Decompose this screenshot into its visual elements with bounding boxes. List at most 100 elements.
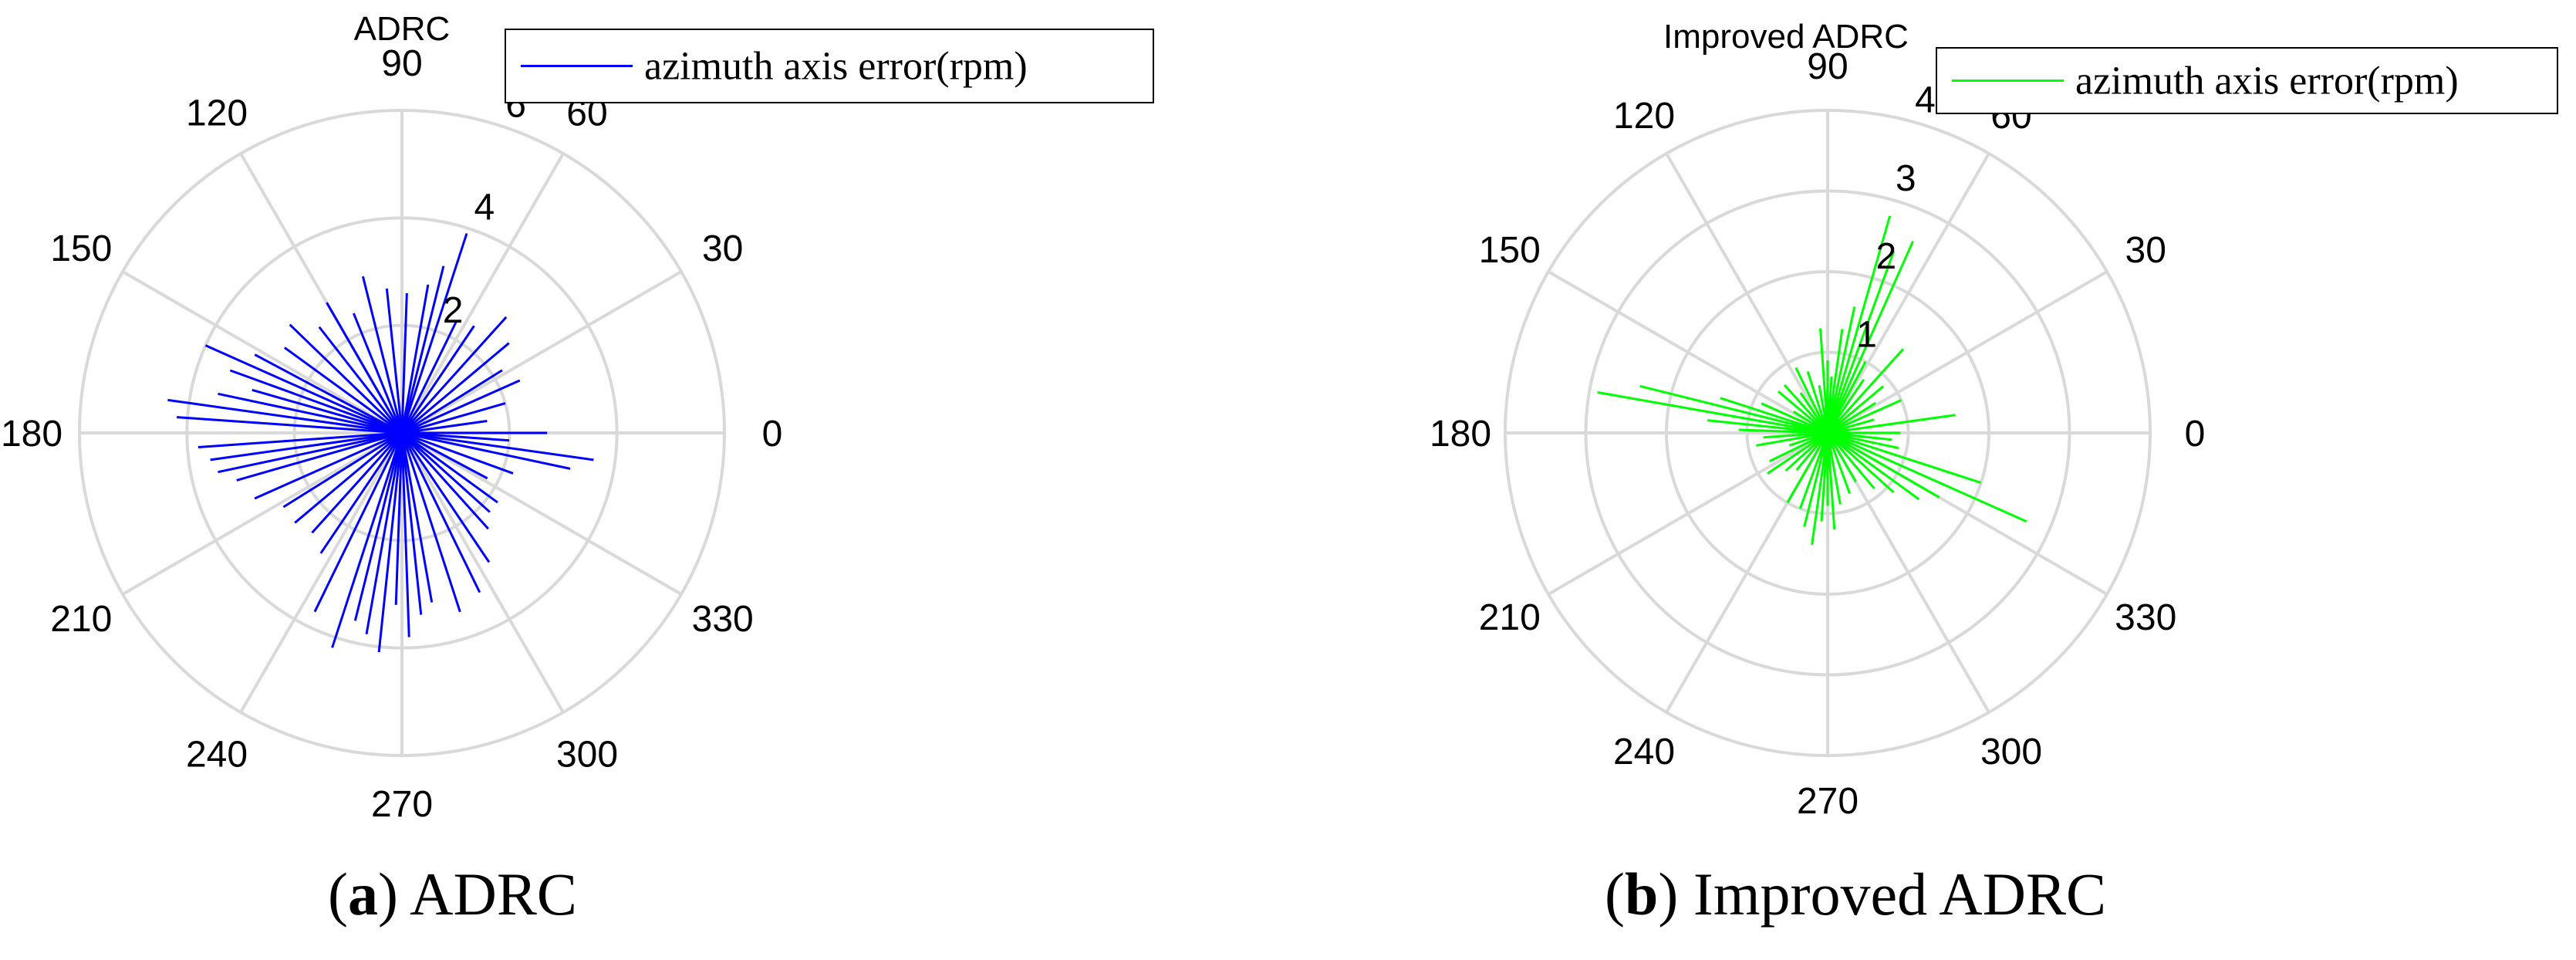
data-spike: [1827, 431, 1940, 499]
data-spike: [1827, 431, 1899, 450]
caption-letter: a: [348, 860, 378, 928]
data-spike: [401, 431, 498, 504]
angle-tick-label: 210: [1479, 597, 1541, 638]
data-spike: [400, 325, 475, 434]
data-spike: [1826, 250, 1896, 434]
data-spike: [283, 346, 403, 434]
data-spike: [1720, 397, 1828, 434]
data-spike: [319, 432, 403, 554]
angle-tick-label: 330: [692, 599, 754, 640]
data-spike: [1827, 431, 1892, 441]
radial-tick-label: 4: [474, 188, 495, 228]
data-spike: [401, 431, 514, 475]
angular-grid-line: [1548, 270, 1828, 434]
data-spike: [400, 292, 408, 434]
angle-tick-label: 180: [1, 414, 62, 455]
plot-title: ADRC: [354, 10, 451, 48]
subfigure-caption: (a) ADRC: [328, 860, 577, 928]
data-spike: [210, 431, 403, 461]
data-spike: [254, 431, 403, 500]
data-spike: [400, 284, 430, 434]
data-spike: [1827, 385, 1885, 434]
angle-tick-label: 270: [371, 784, 433, 825]
angle-tick-label: 180: [1430, 414, 1491, 455]
series-azimuth-axis-error: [167, 233, 594, 653]
data-spike: [1739, 428, 1828, 434]
angular-grid-line: [1665, 153, 1829, 434]
data-spike: [1639, 384, 1828, 434]
data-spike: [352, 313, 403, 434]
data-spike: [1827, 414, 1956, 434]
data-spike: [1769, 431, 1828, 462]
data-spike: [353, 432, 403, 621]
legend-label: azimuth axis error(rpm): [2075, 59, 2459, 103]
data-spike: [400, 265, 445, 434]
data-spike: [313, 432, 403, 613]
angle-tick-label: 150: [50, 228, 112, 269]
data-spike: [282, 431, 403, 509]
radial-tick-label: 4: [1915, 79, 1936, 120]
data-spike: [401, 431, 488, 480]
data-spike: [1826, 306, 1856, 434]
data-spike: [1803, 432, 1829, 528]
data-spike: [1826, 241, 1914, 434]
data-spike: [254, 353, 403, 434]
data-spike: [1784, 431, 1829, 472]
angle-tick-label: 120: [186, 93, 248, 134]
data-spike: [401, 431, 510, 442]
data-spike: [1819, 328, 1829, 434]
data-spike: [365, 432, 403, 634]
data-spike: [361, 275, 403, 434]
data-spike: [218, 392, 403, 434]
data-spike: [1826, 431, 1895, 494]
data-spike: [289, 323, 403, 434]
plot-title: Improved ADRC: [1663, 18, 1909, 56]
data-spike: [1777, 390, 1828, 434]
data-spike: [229, 369, 403, 434]
data-spike: [1597, 390, 1828, 434]
data-spike: [401, 431, 571, 470]
data-spike: [401, 369, 503, 434]
data-spike: [401, 342, 510, 434]
data-spike: [401, 402, 506, 434]
data-spike: [1786, 432, 1829, 504]
data-spike: [385, 288, 403, 434]
data-spike: [1827, 401, 1876, 434]
data-spike: [1826, 432, 1842, 505]
data-spike: [167, 398, 403, 434]
radial-tick-label: 1: [1856, 315, 1877, 356]
angle-tick-label: 270: [1797, 781, 1859, 822]
angle-tick-label: 150: [1479, 230, 1541, 271]
angle-tick-label: 330: [2115, 597, 2176, 638]
data-spike: [326, 302, 403, 434]
data-spike: [198, 431, 403, 448]
data-spike: [400, 432, 481, 593]
data-spike: [1794, 367, 1829, 434]
data-spike: [401, 420, 488, 434]
data-spike: [1827, 399, 1902, 434]
angle-tick-label: 0: [762, 414, 783, 455]
data-spike: [1761, 402, 1828, 434]
data-spike: [236, 431, 403, 482]
data-spike: [1756, 431, 1828, 447]
data-spike: [1811, 432, 1829, 546]
data-spike: [1826, 432, 1857, 483]
radial-tick-label: 2: [1876, 236, 1897, 277]
data-spike: [400, 431, 491, 513]
angle-tick-label: 300: [1980, 732, 2042, 772]
data-spike: [400, 316, 508, 434]
data-spike: [1806, 371, 1829, 434]
angular-grid-line: [400, 431, 682, 596]
data-spike: [400, 432, 461, 613]
data-spike: [394, 432, 403, 605]
polar-grid: [78, 109, 726, 757]
data-spike: [1826, 329, 1844, 434]
data-spike: [311, 431, 403, 534]
angle-tick-label: 120: [1613, 96, 1675, 137]
angular-grid-line: [239, 431, 403, 713]
data-spike: [1783, 384, 1829, 434]
angular-grid-line: [122, 431, 403, 596]
